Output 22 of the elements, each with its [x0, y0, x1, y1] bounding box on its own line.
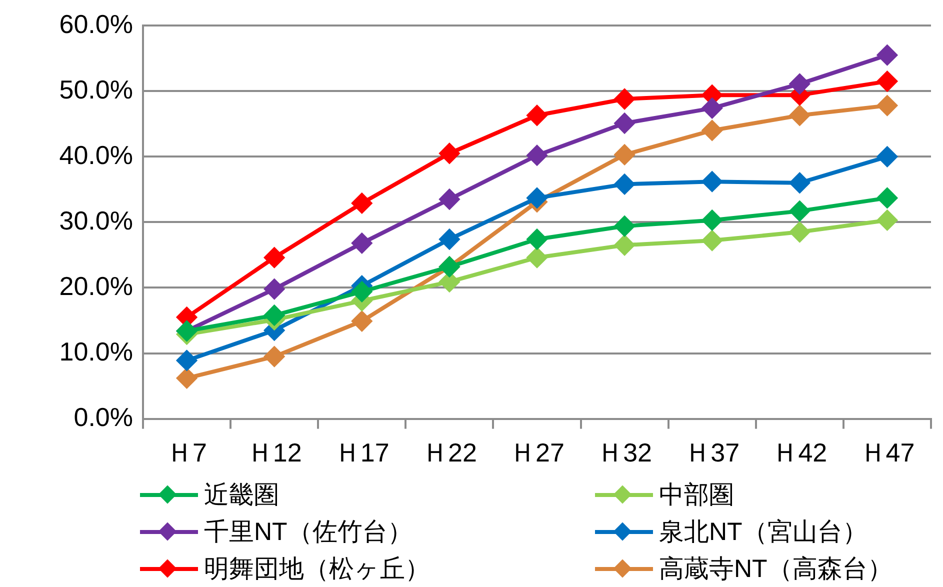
x-tick-label: Ｈ17 — [334, 438, 390, 468]
legend-label: 千里NT（佐竹台） — [204, 517, 412, 548]
x-tick-label: Ｈ37 — [684, 438, 740, 468]
legend-label: 中部圏 — [659, 480, 734, 511]
y-tick-label: 10.0% — [59, 336, 133, 366]
y-tick-label: 60.0% — [59, 8, 133, 39]
legend-label: 明舞団地（松ヶ丘） — [204, 554, 430, 585]
y-tick-label: 40.0% — [59, 140, 133, 170]
x-tick-label: Ｈ27 — [510, 438, 564, 468]
y-tick-label: 20.0% — [59, 270, 133, 301]
x-tick-label: Ｈ22 — [422, 438, 477, 468]
y-tick-label: 30.0% — [59, 205, 133, 236]
x-tick-label: Ｈ32 — [597, 438, 652, 468]
x-tick-label: Ｈ12 — [246, 438, 302, 468]
legend-label: 泉北NT（宮山台） — [659, 517, 868, 548]
x-tick-label: Ｈ47 — [860, 438, 915, 468]
y-tick-label: 50.0% — [59, 74, 133, 104]
x-tick-label: Ｈ7 — [166, 438, 208, 468]
x-tick-label: Ｈ42 — [772, 438, 828, 468]
legend-label: 高蔵寺NT（高森台） — [659, 554, 892, 585]
legend-label: 近畿圏 — [204, 480, 279, 511]
y-tick-label: 0.0% — [74, 402, 133, 432]
